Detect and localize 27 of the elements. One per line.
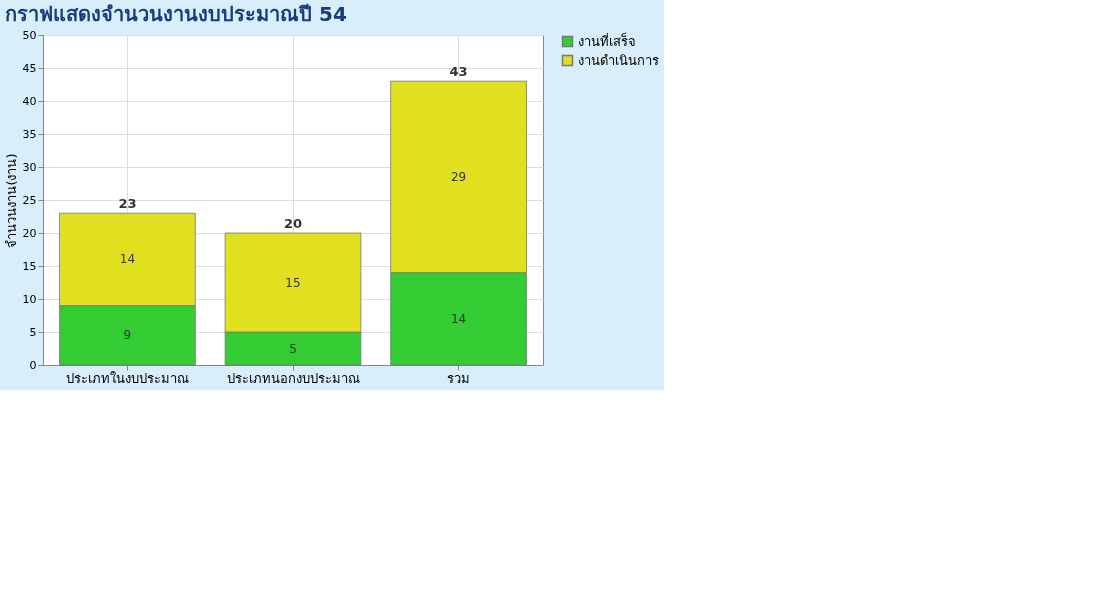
legend-label: งานที่เสร็จ bbox=[578, 31, 636, 49]
data-label: 5 bbox=[289, 341, 297, 356]
data-label: 14 bbox=[119, 252, 136, 267]
y-tick-label: 15 bbox=[22, 259, 37, 273]
y-tick-label: 5 bbox=[29, 325, 37, 339]
y-tick-label: 20 bbox=[22, 226, 37, 240]
total-label: 20 bbox=[283, 216, 303, 231]
y-tick-label: 40 bbox=[22, 94, 37, 108]
total-label: 23 bbox=[118, 196, 137, 212]
total-label: 43 bbox=[449, 64, 468, 80]
data-label: 14 bbox=[450, 311, 467, 326]
x-tick-label: รวม bbox=[447, 370, 471, 386]
x-tick-label: ประเภทนอกงบประมาณ bbox=[226, 370, 360, 386]
y-tick-label: 0 bbox=[29, 358, 37, 372]
y-tick-label: 50 bbox=[22, 28, 37, 42]
y-axis-title: จำนวนงาน(งาน) bbox=[3, 153, 19, 248]
chart-title: กราฟแสดงจำนวนงานงบประมาณปี 54 bbox=[5, 2, 347, 26]
x-tick-label: ประเภทในงบประมาณ bbox=[65, 370, 189, 386]
y-tick-label: 35 bbox=[22, 127, 37, 141]
y-tick-label: 45 bbox=[22, 61, 37, 75]
legend-label: งานดำเนินการ bbox=[578, 52, 659, 68]
y-tick-label: 25 bbox=[22, 193, 37, 207]
data-label: 15 bbox=[285, 275, 301, 290]
data-label: 9 bbox=[123, 328, 132, 343]
y-tick-label: 30 bbox=[22, 160, 37, 174]
y-tick-label: 10 bbox=[22, 292, 37, 306]
data-label: 29 bbox=[450, 169, 467, 184]
